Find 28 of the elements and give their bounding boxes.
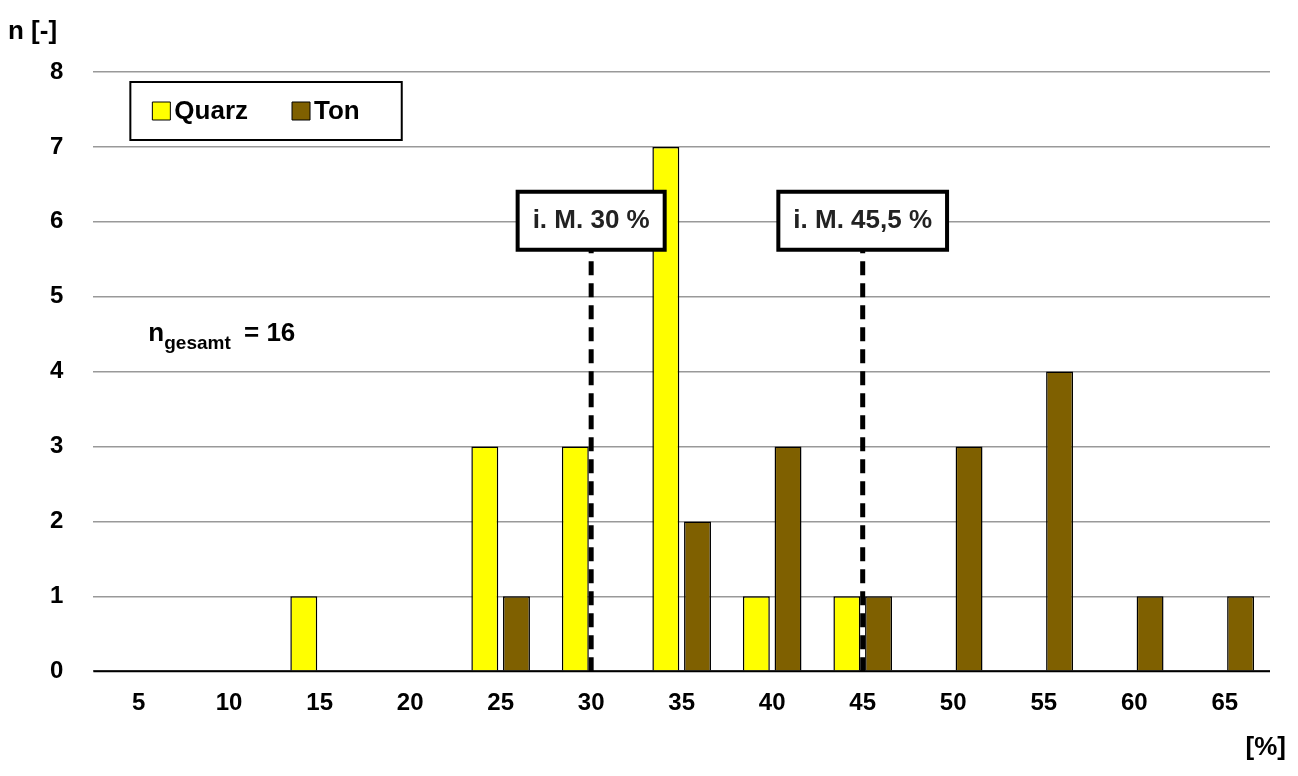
x-tick-label: 10 — [215, 688, 243, 716]
y-tick-label: 1 — [49, 580, 64, 608]
ref-line-label: i. M. 30 % — [532, 203, 650, 234]
legend-label: Quarz — [174, 95, 249, 126]
y-tick-label: 3 — [49, 431, 64, 459]
y-tick-label: 8 — [49, 56, 64, 84]
x-tick-label: 50 — [939, 688, 967, 716]
y-tick-label: 5 — [49, 281, 64, 309]
y-axis-title: n [-] — [8, 15, 58, 46]
legend-label: Ton — [314, 95, 360, 126]
x-tick-label: 30 — [577, 688, 605, 716]
x-tick-label: 25 — [487, 688, 514, 716]
y-tick-label: 6 — [49, 206, 64, 234]
x-tick-label: 15 — [306, 688, 333, 716]
y-tick-label: 0 — [49, 655, 64, 683]
y-tick-label: 2 — [49, 506, 64, 534]
y-tick-label: 7 — [49, 131, 64, 159]
ref-line-label: i. M. 45,5 % — [793, 203, 933, 234]
x-axis-title: [%] — [1245, 731, 1286, 762]
x-tick-label: 35 — [668, 688, 696, 716]
x-tick-label: 40 — [758, 688, 786, 716]
x-tick-label: 60 — [1120, 688, 1148, 716]
x-tick-label: 5 — [131, 688, 146, 716]
x-tick-label: 65 — [1211, 688, 1239, 716]
x-tick-label: 55 — [1030, 688, 1058, 716]
y-tick-label: 4 — [49, 356, 64, 384]
x-tick-label: 20 — [396, 688, 424, 716]
x-tick-label: 45 — [849, 688, 877, 716]
